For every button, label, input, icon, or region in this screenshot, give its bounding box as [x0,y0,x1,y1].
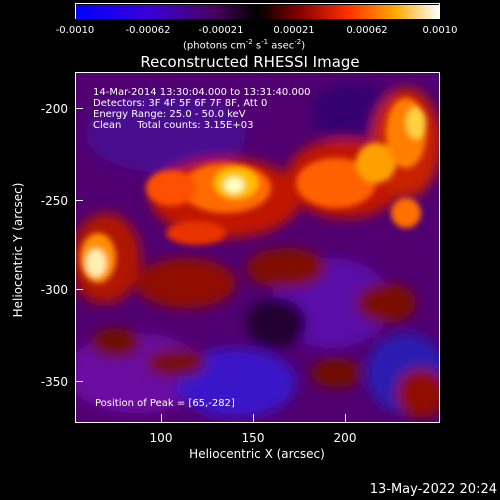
detectors-label: Detectors: 3F 4F 5F 6F 7F 8F, Att 0 [93,98,268,109]
y-tick-mark [75,289,83,290]
y-tick-mark [75,381,83,382]
x-tick-label: 200 [333,431,357,445]
x-tick-label: 150 [241,431,265,445]
colorbar-tick: -0.00021 [198,25,244,36]
x-tick-mark [253,414,254,422]
clean-counts-label: Clean Total counts: 3.15E+03 [93,120,254,131]
plot-title: Reconstructed RHESSI Image [140,53,360,71]
y-tick-label: -350 [40,375,68,389]
colorbar-gradient [76,5,439,19]
colorbar-tick: -0.0010 [55,25,95,36]
y-tick-label: -250 [40,194,68,208]
rhessi-image-canvas [76,73,439,422]
y-tick-mark [75,200,83,201]
x-tick-label: 100 [149,431,173,445]
y-axis-label: Heliocentric Y (arcsec) [11,182,25,318]
colorbar-tick: 0.00021 [273,25,315,36]
colorbar-tick: 0.0010 [422,25,458,36]
colorbar-units: (photons cm-2 s-1 asec-2) [183,38,306,52]
x-axis-label: Heliocentric X (arcsec) [189,447,325,461]
energy-range-label: Energy Range: 25.0 - 50.0 keV [93,109,246,120]
colorbar-tick: -0.00062 [125,25,171,36]
y-tick-label: -200 [40,102,68,116]
x-tick-mark [345,414,346,422]
peak-position-label: Position of Peak = [65,-282] [95,398,235,409]
y-tick-label: -300 [40,283,68,297]
y-tick-mark [75,108,83,109]
time-range-label: 14-Mar-2014 13:30:04.000 to 13:31:40.000 [93,87,311,98]
x-tick-mark [161,414,162,422]
timestamp-footer: 13-May-2022 20:24 [369,482,497,497]
colorbar-tick: 0.00062 [346,25,388,36]
rhessi-image [75,72,440,423]
colorbar [75,3,440,19]
